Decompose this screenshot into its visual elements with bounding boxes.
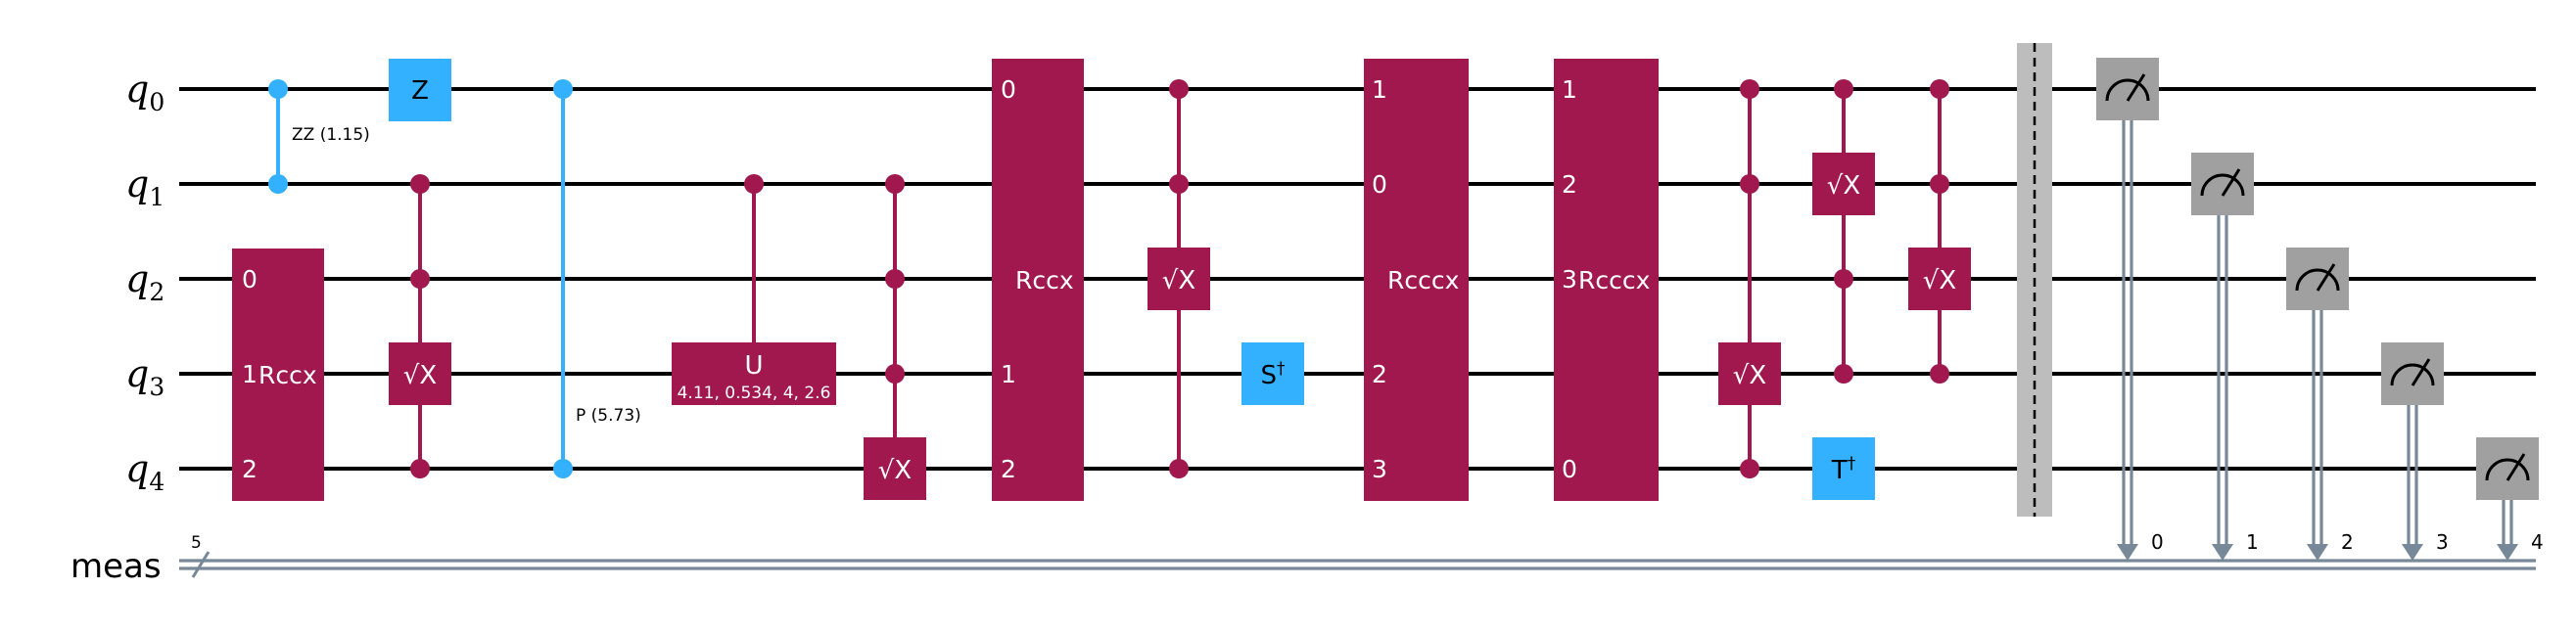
meter-icon xyxy=(2485,458,2530,481)
classical-width: 5 xyxy=(191,533,202,553)
rccx2-label: Rccx xyxy=(1015,266,1074,294)
rccx1-pin-q2: 0 xyxy=(242,265,258,294)
measure-gate-q4: 4 xyxy=(2476,437,2544,561)
controlled-u-gate: U 4.11, 0.534, 4, 2.6 xyxy=(672,174,836,405)
controlled-sx-gate-5: √X xyxy=(1812,79,1875,384)
rcccx-gate-1: 1 0 2 3 Rcccx xyxy=(1364,59,1469,501)
rcccx2-pin-q2: 3 xyxy=(1562,265,1577,294)
measure-arrow xyxy=(2212,544,2233,561)
rcccx2-label: Rcccx xyxy=(1578,266,1650,294)
measurements: 0 1 2 3 4 xyxy=(2096,58,2544,561)
controlled-sx-gate-6: √X xyxy=(1908,79,1971,384)
sdg-gate-label: S† xyxy=(1260,359,1286,390)
rccx-gate-2: 0 1 2 Rccx xyxy=(992,59,1084,501)
qubit-label-q1: q1 xyxy=(125,162,164,211)
cp-label: P (5.73) xyxy=(576,406,641,426)
barrier xyxy=(2017,43,2052,517)
rccx2-pin-q0: 0 xyxy=(1001,75,1016,104)
csx4-label: √X xyxy=(1733,361,1766,390)
meter-icon xyxy=(2200,173,2245,197)
bus-slash xyxy=(191,551,211,578)
rccx2-pin-q3: 1 xyxy=(1001,360,1016,388)
rcccx2-pin-q1: 2 xyxy=(1562,170,1577,199)
measure-bit-label: 3 xyxy=(2436,530,2449,554)
controlled-phase-gate: P (5.73) xyxy=(553,79,641,478)
measure-arrow xyxy=(2307,544,2328,561)
cu-params: 4.11, 0.534, 4, 2.6 xyxy=(678,384,831,403)
rcccx1-pin-q0: 1 xyxy=(1372,75,1387,104)
controlled-sx-gate-4: √X xyxy=(1718,79,1781,478)
meter-icon xyxy=(2390,363,2435,386)
measure-arrow xyxy=(2402,544,2423,561)
rcccx1-label: Rcccx xyxy=(1387,266,1459,294)
qubit-label-q0: q0 xyxy=(125,68,164,116)
rcccx1-pin-q4: 3 xyxy=(1372,455,1387,483)
classical-label: meas xyxy=(70,547,162,586)
csx3-label: √X xyxy=(1162,266,1195,295)
rccx1-label: Rccx xyxy=(258,361,317,389)
qubit-labels: q0 q1 q2 q3 q4 meas xyxy=(70,68,164,586)
qubit-label-q4: q4 xyxy=(125,447,164,496)
z-gate: Z xyxy=(389,59,451,121)
measure-bit-label: 2 xyxy=(2341,530,2354,554)
measure-arrow xyxy=(2497,544,2518,561)
measure-gate-q0: 0 xyxy=(2096,58,2164,561)
measure-gate-q1: 1 xyxy=(2191,153,2259,561)
rcccx1-pin-q3: 2 xyxy=(1372,360,1387,388)
controlled-sx-gate-2: √X xyxy=(864,174,926,500)
csx6-label: √X xyxy=(1923,266,1956,295)
csx5-label: √X xyxy=(1827,171,1860,201)
z-gate-label: Z xyxy=(411,76,429,106)
measure-gate-q2: 2 xyxy=(2286,248,2354,561)
csx1-label: √X xyxy=(403,361,437,390)
meter-icon xyxy=(2295,268,2340,292)
qubit-label-q2: q2 xyxy=(125,257,164,306)
controlled-sx-gate-1: √X xyxy=(389,174,451,478)
rcccx1-pin-q1: 0 xyxy=(1372,170,1387,199)
rcccx2-pin-q4: 0 xyxy=(1562,455,1577,483)
meter-icon xyxy=(2105,78,2150,102)
classical-wire: 5 xyxy=(179,533,2536,578)
rccx1-pin-q3: 1 xyxy=(242,360,258,388)
rcccx2-pin-q0: 1 xyxy=(1562,75,1577,104)
cu-label: U xyxy=(744,351,763,381)
rccx2-pin-q4: 2 xyxy=(1001,455,1016,483)
measure-arrow xyxy=(2117,544,2138,561)
tdg-gate-label: T† xyxy=(1831,454,1856,485)
rcccx-gate-2: 1 2 3 0 Rcccx xyxy=(1554,59,1659,501)
rccx1-pin-q4: 2 xyxy=(242,455,258,483)
sdg-gate: S† xyxy=(1241,342,1304,405)
measure-bit-label: 1 xyxy=(2246,530,2259,554)
qubit-wires xyxy=(179,87,2536,471)
rzz-label: ZZ (1.15) xyxy=(292,125,370,145)
rzz-gate: ZZ (1.15) xyxy=(268,79,370,194)
rccx-gate-1: 0 1 2 Rccx xyxy=(232,249,324,501)
controlled-sx-gate-3: √X xyxy=(1147,79,1210,478)
qubit-label-q3: q3 xyxy=(125,352,164,401)
tdg-gate: T† xyxy=(1812,437,1875,500)
measure-gate-q3: 3 xyxy=(2381,342,2449,561)
measure-bit-label: 4 xyxy=(2531,530,2544,554)
csx2-label: √X xyxy=(878,456,912,485)
measure-bit-label: 0 xyxy=(2151,530,2164,554)
